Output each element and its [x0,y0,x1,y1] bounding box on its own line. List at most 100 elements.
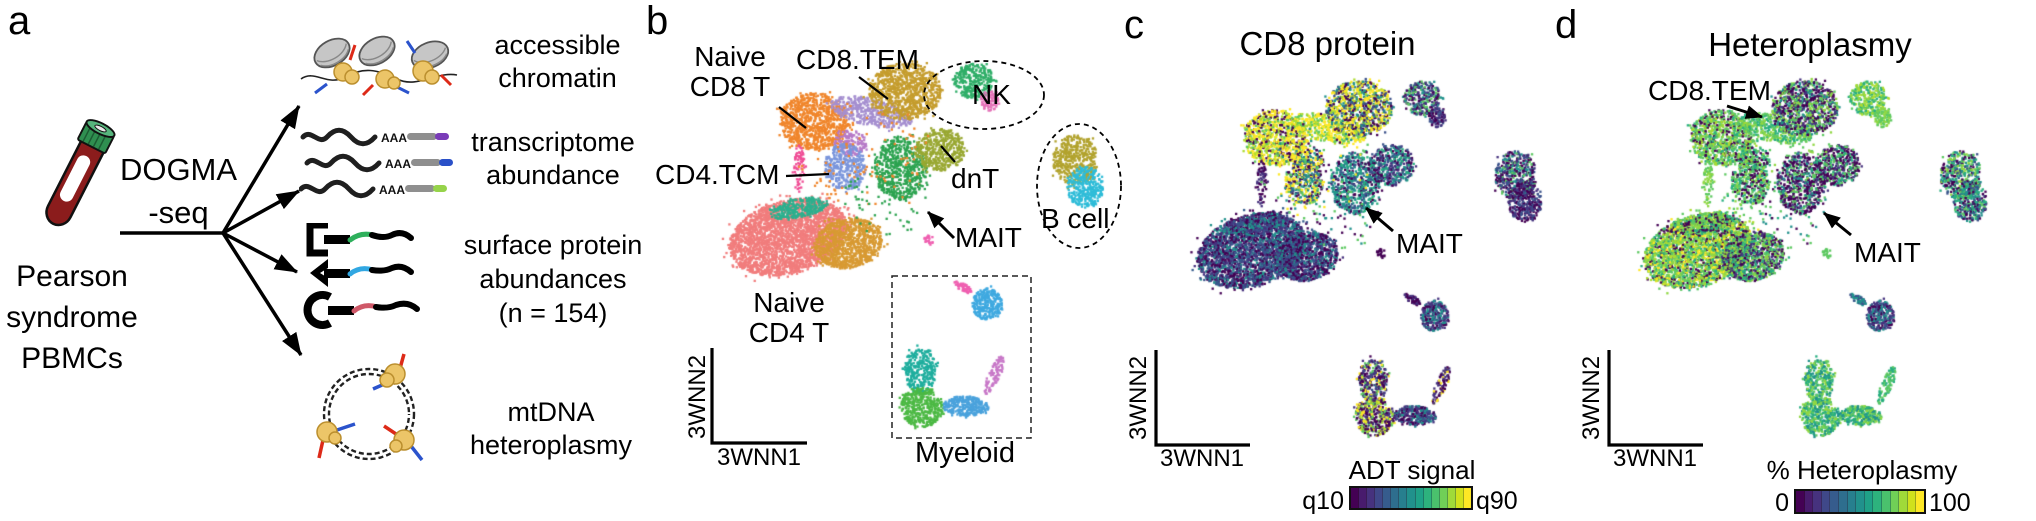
output-label-surface-protein: surface protein abundances (n = 154) [453,228,653,330]
axes-c [1154,350,1250,447]
cluster-label-nk: NK [972,79,1011,110]
label-line: chromatin [498,63,617,93]
sample-line1: Pearson [16,260,128,293]
colorbar-segment [1415,488,1424,508]
colorbar-segment [1821,491,1831,512]
colorbar-segment [1907,491,1917,512]
panel-c-title: CD8 protein [1239,25,1416,62]
arrow-to-mtdna [221,232,303,356]
colorbar-segment [1407,488,1416,508]
colorbar-segment [1399,488,1408,508]
colorbar-min-c: q10 [1302,487,1344,515]
colorbar-segment [1804,491,1814,512]
colorbar-segment [1838,491,1848,512]
arrow-to-surface-protein [222,231,298,274]
nk-ellipse [923,60,1045,130]
colorbar-max-c: q90 [1476,487,1518,515]
output-label-chromatin: accessible chromatin [460,29,655,95]
cluster-label-naive-cd4: Naive CD4 T [740,288,838,348]
cluster-label-myeloid: Myeloid [915,437,1015,469]
umap-c-canvas [1150,68,1555,468]
nucleosomes-icon [300,35,458,97]
output-label-mtdna: mtDNA heteroplasmy [446,396,656,462]
colorbar-segment [1383,488,1392,508]
mtdna-icon [316,353,424,462]
cluster-label-b-cell: B cell [1041,203,1110,234]
label-line: Naive [694,41,766,72]
label-line: mtDNA [507,397,595,427]
colorbar-segment [1351,488,1360,508]
colorbar-segment [1375,488,1384,508]
cluster-label-dnt: dnT [951,163,1000,194]
colorbar-segment [1447,488,1456,508]
label-line: abundance [486,160,620,190]
colorbar-segment [1796,491,1805,512]
myeloid-box [891,275,1032,439]
x-axis-label-d: 3WNN1 [1612,445,1697,472]
colorbar-segment [1813,491,1822,512]
panel-b-letter: b [646,0,669,43]
colorbar-segment [1423,488,1432,508]
antibody-icon [303,223,420,329]
y-axis-label-b: 3WNN2 [684,354,712,439]
colorbar-max-d: 100 [1929,489,1971,517]
heteroplasmy-colorbar [1794,489,1926,514]
dogma-line1: DOGMA [119,152,238,187]
label-line: (n = 154) [498,298,608,328]
colorbar-title-c: ADT signal [1348,455,1476,485]
colorbar-segment [1916,491,1924,512]
colorbar-segment [1856,491,1865,512]
colorbar-segment [1367,488,1376,508]
adt-signal-colorbar [1349,486,1473,510]
axes-b [710,348,807,445]
colorbar-segment [1881,491,1891,512]
label-line: Naive [753,287,825,318]
sample-line3: PBMCs [21,342,123,375]
x-axis-label-b: 3WNN1 [716,444,801,471]
label-line: accessible [494,30,621,60]
label-line: abundances [479,264,627,294]
cluster-label-cd4-tcm: CD4.TCM [655,159,780,190]
colorbar-segment [1359,488,1368,508]
mait-arrow-c [1365,206,1394,233]
sample-line2: syndrome [6,301,138,334]
y-axis-label-d: 3WNN2 [1578,355,1606,440]
colorbar-segment [1899,491,1908,512]
dnt-leader [940,145,956,163]
b-cell-ellipse [1036,123,1122,249]
colorbar-segment [1847,491,1857,512]
output-label-transcriptome: transcriptome abundance [453,126,653,192]
cluster-label-cd8-tem: CD8.TEM [796,44,919,75]
panel-c-letter: c [1124,3,1144,47]
axes-d [1607,350,1703,447]
y-axis-label-c: 3WNN2 [1125,355,1153,440]
mait-arrow-b [926,210,956,240]
panel-d-title: Heteroplasmy [1708,26,1912,63]
panel-d-letter: d [1555,3,1578,47]
label-line: CD4 T [748,317,830,348]
label-line: transcriptome [471,127,635,157]
arrow-to-transcriptome [222,189,300,235]
cd8-tem-leader [858,76,889,100]
colorbar-title-d: % Heteroplasmy [1766,455,1958,485]
colorbar-segment [1439,488,1448,508]
cluster-label-naive-cd8: Naive CD8 T [676,42,784,102]
panel-a-letter: a [8,0,31,43]
colorbar-segment [1873,491,1882,512]
x-axis-label-c: 3WNN1 [1159,445,1244,472]
colorbar-segment [1431,488,1440,508]
poly-a-label-1: AAA [381,131,407,145]
colorbar-segment [1890,491,1900,512]
cluster-label-mait-c: MAIT [1396,228,1463,259]
colorbar-segment [1391,488,1400,508]
label-line: heteroplasmy [469,430,633,460]
colorbar-min-d: 0 [1775,489,1789,517]
mrna-icon: AAA AAA AAA [299,127,453,199]
colorbar-segment [1463,488,1471,508]
poly-a-label-3: AAA [379,183,405,197]
cd4-tcm-leader [785,172,830,178]
colorbar-segment [1830,491,1839,512]
blood-tube-icon [45,119,116,227]
